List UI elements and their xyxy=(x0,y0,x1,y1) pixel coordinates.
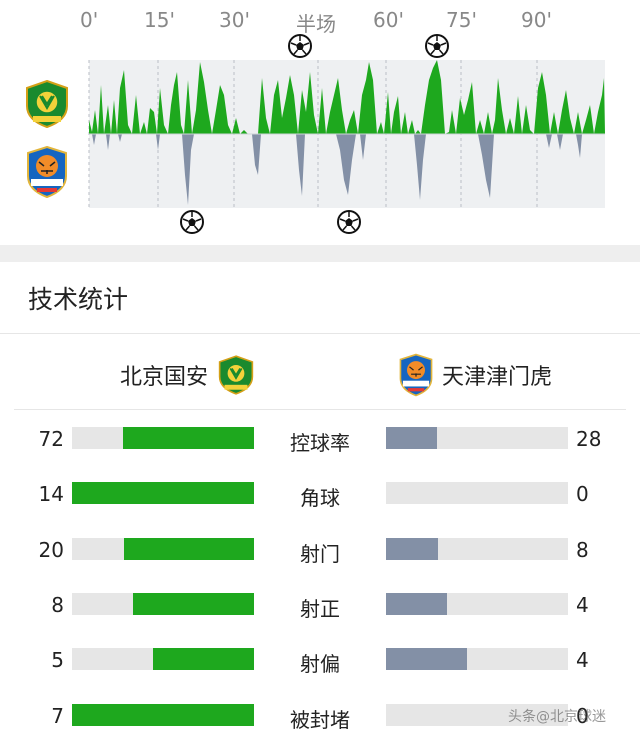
home-stat-bar-fill xyxy=(72,704,254,726)
minute-label-90: 90' xyxy=(521,8,552,32)
stat-label: 射正 xyxy=(300,597,340,621)
minute-label-60: 60' xyxy=(373,8,404,32)
away-stat-bar xyxy=(386,482,568,504)
away-team-name: 天津津门虎 xyxy=(442,365,553,390)
away-goal-marker xyxy=(337,210,361,234)
home-stat-bar xyxy=(72,593,254,615)
minute-label-halftime: 半场 xyxy=(296,12,336,36)
home-stat-bar-fill xyxy=(124,538,254,560)
home-team-name: 北京国安 xyxy=(120,365,209,390)
away-stat-value: 0 xyxy=(576,482,589,506)
momentum-chart xyxy=(88,34,605,234)
home-stat-bar xyxy=(72,427,254,449)
stat-row: 5 射偏 4 xyxy=(0,644,640,676)
away-stat-value: 28 xyxy=(576,427,602,451)
away-stat-bar-fill xyxy=(386,593,447,615)
stat-label: 控球率 xyxy=(290,431,350,455)
stat-label: 角球 xyxy=(300,486,340,510)
jinmen-tiger-logo-icon xyxy=(399,353,433,397)
minute-label-30: 30' xyxy=(219,8,250,32)
away-team-header: 天津津门虎 xyxy=(398,353,553,397)
home-stat-bar-fill xyxy=(72,482,254,504)
stat-label: 被封堵 xyxy=(290,708,350,732)
jinmen-tiger-logo-icon xyxy=(27,146,67,198)
away-stat-bar xyxy=(386,593,568,615)
stat-row: 14 角球 0 xyxy=(0,478,640,510)
stat-row: 20 射门 8 xyxy=(0,534,640,566)
away-stat-bar-fill xyxy=(386,648,467,670)
minute-label-0: 0' xyxy=(80,8,99,32)
guoan-logo-icon xyxy=(218,355,254,395)
home-stat-bar-fill xyxy=(132,593,254,615)
section-separator xyxy=(0,245,640,262)
away-stat-bar xyxy=(386,538,568,560)
home-stat-bar xyxy=(72,482,254,504)
stat-label: 射门 xyxy=(300,542,340,566)
home-stat-bar-fill xyxy=(122,427,254,449)
stat-label: 射偏 xyxy=(300,652,340,676)
home-stat-bar xyxy=(72,648,254,670)
stat-row: 8 射正 4 xyxy=(0,589,640,621)
home-team-header: 北京国安 xyxy=(120,355,254,395)
away-momentum-area xyxy=(89,134,605,205)
home-momentum-area xyxy=(89,60,605,134)
away-goal-marker xyxy=(180,210,204,234)
home-stat-value: 5 xyxy=(51,648,64,672)
guoan-logo-icon xyxy=(26,80,68,128)
away-stat-value: 4 xyxy=(576,648,589,672)
stat-row: 72 控球率 28 xyxy=(0,423,640,455)
home-stat-value: 7 xyxy=(51,704,64,728)
minute-label-15: 15' xyxy=(144,8,175,32)
home-stat-value: 14 xyxy=(38,482,64,506)
home-stat-bar xyxy=(72,538,254,560)
section-title: 技术统计 xyxy=(28,285,129,314)
away-stat-bar-fill xyxy=(386,427,437,449)
away-stat-bar xyxy=(386,648,568,670)
away-stat-bar-fill xyxy=(386,538,439,560)
home-stat-value: 20 xyxy=(38,538,64,562)
match-momentum-timeline: 0' 15' 30' 半场 60' 75' 90' xyxy=(0,0,640,245)
header-divider xyxy=(14,409,626,410)
away-stat-bar xyxy=(386,427,568,449)
title-divider xyxy=(0,333,640,334)
home-stat-bar-fill xyxy=(152,648,254,670)
home-goal-marker xyxy=(288,34,312,58)
away-stat-value: 4 xyxy=(576,593,589,617)
watermark: 头条@北京球迷 xyxy=(508,709,606,725)
minute-label-75: 75' xyxy=(446,8,477,32)
home-goal-marker xyxy=(425,34,449,58)
home-stat-value: 8 xyxy=(51,593,64,617)
away-stat-value: 8 xyxy=(576,538,589,562)
home-stat-bar xyxy=(72,704,254,726)
home-stat-value: 72 xyxy=(38,427,64,451)
